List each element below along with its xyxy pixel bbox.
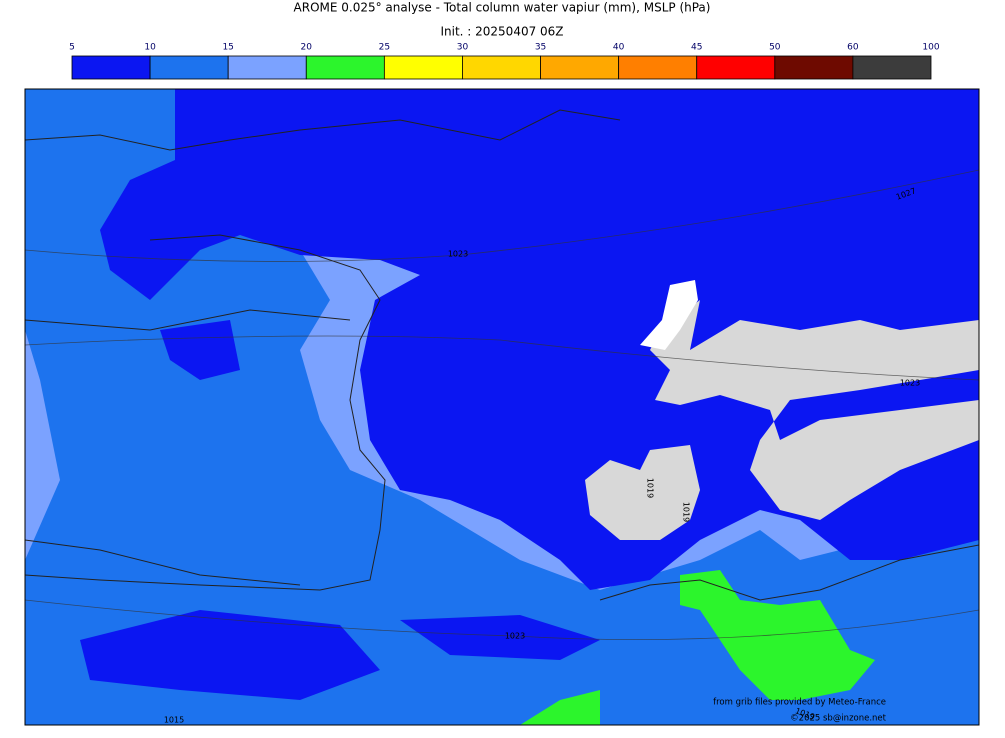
colorbar-tick-label: 30 <box>457 43 469 53</box>
snow-area <box>640 280 698 350</box>
isobar-label: 1023 <box>448 250 468 259</box>
isobar-lines <box>25 169 979 641</box>
colorbar-box <box>852 55 932 80</box>
moist-area <box>520 690 600 725</box>
isobar-label: 1023 <box>505 632 525 641</box>
colorbar-tick-label: 5 <box>69 43 75 53</box>
dry-patch <box>160 320 240 380</box>
coastlines <box>25 109 979 601</box>
colorbar-box <box>774 55 854 80</box>
colorbar-tick-label: 40 <box>613 43 625 53</box>
colorbar-tick-label: 60 <box>847 43 859 53</box>
colorbar-box <box>462 55 541 80</box>
isobar-label: 1019 <box>646 478 655 498</box>
snow-area <box>650 300 979 520</box>
isobar-label: 1023 <box>900 379 920 388</box>
isobar-label: 1015 <box>164 716 184 725</box>
colorbar-tick-label: 15 <box>222 43 233 53</box>
init-time: Init. : 20250407 06Z <box>440 25 563 39</box>
dry-patch <box>80 610 380 700</box>
colorbar-tick-label: 45 <box>691 43 702 53</box>
colorbar-tick-label: 35 <box>535 43 546 53</box>
moist-band <box>25 89 979 725</box>
colorbar-box <box>618 55 698 80</box>
map-frame <box>24 88 980 726</box>
colorbar-box <box>540 55 620 80</box>
colorbar-box <box>71 55 151 80</box>
colorbar-box <box>305 55 385 80</box>
colorbar-tick-label: 10 <box>144 43 156 53</box>
colorbar-box <box>383 55 463 80</box>
colorbar-tick-label: 20 <box>301 43 313 53</box>
colorbar-box <box>149 55 229 80</box>
colorbar: 5 10 15 20 25 30 35 40 45 50 60 100 <box>69 43 940 80</box>
colorbar-tick-label: 25 <box>379 43 390 53</box>
isobar-label: 1019 <box>682 502 691 522</box>
credit: from grib files provided by Meteo-France <box>713 698 886 708</box>
colorbar-box <box>696 55 776 80</box>
dry-patch <box>400 615 600 660</box>
credit: ©2025 sb@inzone.net <box>790 714 887 724</box>
colorbar-tick-label: 100 <box>922 43 939 53</box>
colorbar-tick-label: 50 <box>769 43 781 53</box>
snow-area <box>585 445 700 540</box>
title: AROME 0.025° analyse - Total column wate… <box>294 1 711 15</box>
map <box>24 88 980 726</box>
colorbar-box <box>227 55 307 80</box>
